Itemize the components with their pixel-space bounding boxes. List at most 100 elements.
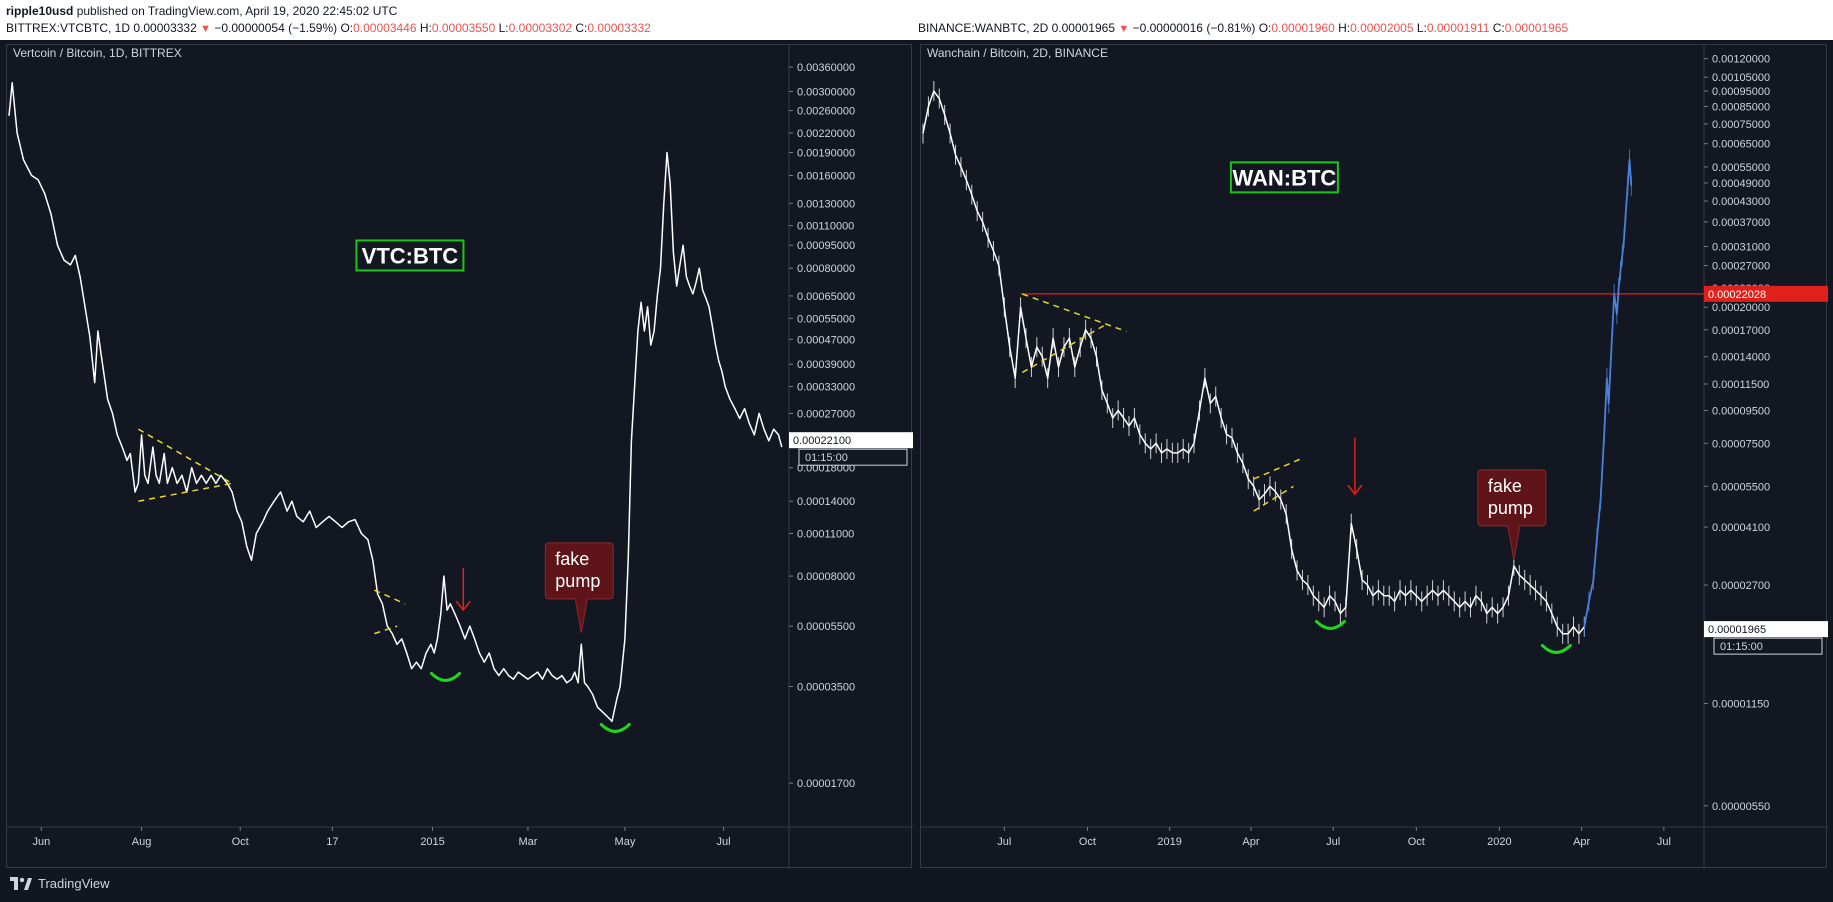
y-tick-label: 0.00033000 — [797, 382, 855, 394]
x-tick-label: Jul — [717, 836, 731, 848]
y-tick-label: 0.00027000 — [797, 408, 855, 420]
callout-text-line1: fake — [1488, 476, 1522, 496]
left-open: 0.00003446 — [353, 21, 417, 35]
x-tick-label: Apr — [1573, 836, 1590, 848]
right-h-label: H: — [1338, 21, 1351, 35]
left-ticker: BITTREX:VTCBTC, 1D — [6, 21, 131, 35]
right-ticker: BINANCE:WANBTC, 2D — [918, 21, 1049, 35]
down-triangle-icon: ▼ — [200, 23, 211, 35]
y-tick-label: 0.00017000 — [1712, 325, 1770, 337]
countdown-label: 01:15:00 — [805, 452, 848, 464]
left-last-price: 0.00003332 — [133, 21, 197, 35]
pair-label-box — [355, 239, 465, 272]
price-series-line — [8, 82, 783, 723]
footer — [0, 872, 1833, 902]
last-price-badge — [1704, 621, 1828, 638]
x-tick-label: 2020 — [1487, 836, 1511, 848]
arrow-head-icon — [1347, 484, 1363, 496]
lower-trendline — [1022, 325, 1105, 374]
lower-trendline — [1253, 485, 1294, 512]
x-tick-label: Jun — [32, 836, 50, 848]
y-tick-label: 0.00095000 — [797, 240, 855, 252]
pair-label-text: WAN:BTC — [1232, 165, 1336, 190]
y-tick-label: 0.00075000 — [1712, 119, 1770, 131]
right-open: 0.00001960 — [1271, 21, 1335, 35]
right-l-label: L: — [1416, 21, 1427, 35]
y-tick-label: 0.00160000 — [797, 171, 855, 183]
y-tick-label: 0.00130000 — [797, 198, 855, 210]
x-tick-label: Oct — [232, 836, 249, 848]
x-tick-label: Oct — [1408, 836, 1425, 848]
x-tick-label: Oct — [1079, 836, 1096, 848]
y-tick-label: 0.00095000 — [1712, 86, 1770, 98]
level-price-label: 0.00022028 — [1708, 289, 1766, 301]
right-high: 0.00002005 — [1350, 21, 1414, 35]
tradingview-logo[interactable]: TradingView — [10, 876, 110, 891]
y-tick-label: 0.00047000 — [797, 334, 855, 346]
fake-pump-callout — [544, 542, 614, 633]
y-tick-label: 0.00065000 — [797, 291, 855, 303]
callout-text-line1: fake — [555, 549, 589, 569]
upper-trendline — [374, 589, 406, 605]
countdown-badge — [1713, 637, 1823, 655]
countdown-label: 01:15:00 — [1720, 641, 1763, 653]
x-tick-label: Jul — [1326, 836, 1340, 848]
x-tick-label: Aug — [132, 836, 152, 848]
y-tick-label: 0.00002700 — [1712, 580, 1770, 592]
y-tick-label: 0.00005500 — [1712, 481, 1770, 493]
left-change: −0.00000054 (−1.59%) — [214, 21, 338, 35]
right-change: −0.00000016 (−0.81%) — [1132, 21, 1256, 35]
wan-chart-panel[interactable]: Wanchain / Bitcoin, 2D, BINANCE 0.0012000… — [920, 44, 1828, 869]
right-c-label: C: — [1492, 21, 1505, 35]
right-o-label: O: — [1258, 21, 1272, 35]
y-tick-label: 0.00001700 — [797, 778, 855, 790]
left-low: 0.00003302 — [508, 21, 573, 35]
callout-text-line2: pump — [1488, 498, 1533, 518]
left-symbol-info: BITTREX:VTCBTC, 1D 0.00003332 ▼ −0.00000… — [6, 21, 651, 35]
author-name[interactable]: ripple10usd — [6, 4, 74, 18]
left-h-label: H: — [419, 21, 432, 35]
chart-title: Wanchain / Bitcoin, 2D, BINANCE — [927, 46, 1108, 60]
left-high: 0.00003550 — [431, 21, 496, 35]
y-tick-label: 0.00190000 — [797, 148, 855, 160]
upper-trendline — [1253, 458, 1301, 480]
bottom-smile-mark — [1314, 619, 1346, 630]
y-tick-label: 0.00105000 — [1712, 72, 1770, 84]
pair-label-text: VTC:BTC — [362, 243, 459, 268]
x-tick-label: Apr — [1242, 836, 1259, 848]
right-low: 0.00001911 — [1426, 21, 1490, 35]
left-o-label: O: — [340, 21, 354, 35]
x-tick-label: 2019 — [1157, 836, 1181, 848]
right-close: 0.00001965 — [1504, 21, 1569, 35]
bottom-smile-mark — [430, 671, 461, 682]
y-tick-label: 0.00003500 — [797, 682, 855, 694]
lower-trendline — [138, 482, 233, 502]
y-tick-label: 0.00055000 — [1712, 162, 1770, 174]
y-tick-label: 0.00300000 — [797, 86, 855, 98]
countdown-badge — [798, 448, 908, 466]
x-tick-label: 17 — [326, 836, 338, 848]
y-tick-label: 0.00008000 — [797, 571, 855, 583]
left-c-label: C: — [575, 21, 588, 35]
last-price-badge — [789, 432, 913, 449]
y-tick-label: 0.00260000 — [797, 106, 855, 118]
y-tick-label: 0.00014000 — [1712, 352, 1770, 364]
x-tick-label: Jul — [997, 836, 1011, 848]
wan-chart[interactable]: Wanchain / Bitcoin, 2D, BINANCE 0.0012000… — [921, 45, 1828, 869]
arrow-head-icon — [455, 600, 471, 612]
y-tick-label: 0.00049000 — [1712, 178, 1770, 190]
tradingview-brand: TradingView — [38, 876, 110, 891]
callout-text-line2: pump — [555, 571, 600, 591]
x-tick-label: Jul — [1657, 836, 1671, 848]
y-tick-label: 0.00005500 — [797, 621, 855, 633]
right-symbol-info: BINANCE:WANBTC, 2D 0.00001965 ▼ −0.00000… — [918, 21, 1568, 35]
vtc-chart[interactable]: Vertcoin / Bitcoin, 1D, BITTREX 0.0036000… — [7, 45, 913, 869]
left-l-label: L: — [498, 21, 509, 35]
y-tick-label: 0.00037000 — [1712, 217, 1770, 229]
published-text: published on TradingView.com, April 19, … — [76, 4, 398, 18]
y-tick-label: 0.00065000 — [1712, 139, 1770, 151]
y-tick-label: 0.00080000 — [797, 263, 855, 275]
y-tick-label: 0.00011000 — [797, 528, 854, 540]
vtc-chart-panel[interactable]: Vertcoin / Bitcoin, 1D, BITTREX 0.0036000… — [6, 44, 913, 869]
right-last-price: 0.00001965 — [1051, 21, 1115, 35]
